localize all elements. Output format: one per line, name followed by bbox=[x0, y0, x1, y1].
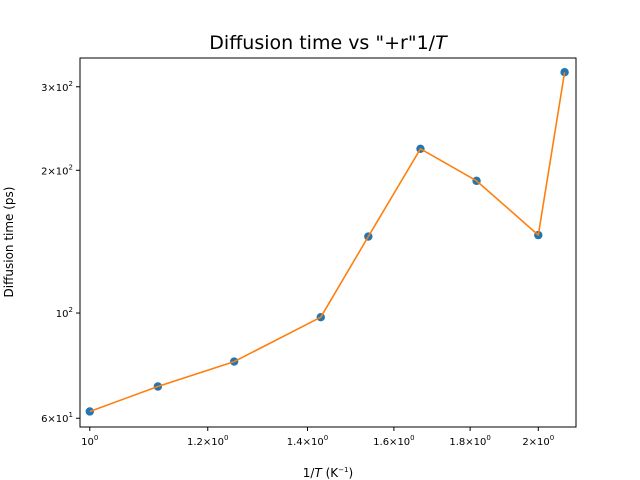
y-axis-label: Diffusion time (ps) bbox=[2, 187, 16, 298]
x-tick-label: 100 bbox=[81, 434, 98, 448]
x-tick-label: 1.2×100 bbox=[187, 434, 228, 448]
series-line-group bbox=[85, 68, 569, 416]
chart-title: Diffusion time vs "+r"1/T bbox=[209, 32, 448, 54]
data-point bbox=[560, 68, 569, 77]
x-tick-label: 2×100 bbox=[522, 434, 554, 448]
x-tick-label: 1.4×100 bbox=[287, 434, 328, 448]
y-tick-label: 2×102 bbox=[41, 163, 73, 177]
x-axis-label: 1/T (K−1) bbox=[303, 466, 353, 480]
y-tick-label: 3×102 bbox=[41, 80, 73, 94]
y-tick-label: 6×101 bbox=[41, 411, 73, 425]
y-axis-ticks: 6×101 102 2×102 3×102 bbox=[41, 80, 80, 425]
y-tick-label: 102 bbox=[56, 306, 73, 320]
data-point bbox=[85, 407, 94, 416]
plot-area bbox=[79, 57, 577, 428]
series-line bbox=[89, 72, 566, 413]
x-tick-label: 1.8×100 bbox=[449, 434, 490, 448]
x-tick-label: 1.6×100 bbox=[373, 434, 414, 448]
x-axis-ticks: 100 1.2×100 1.4×100 1.6×100 1.8×100 2×100 bbox=[81, 427, 554, 448]
